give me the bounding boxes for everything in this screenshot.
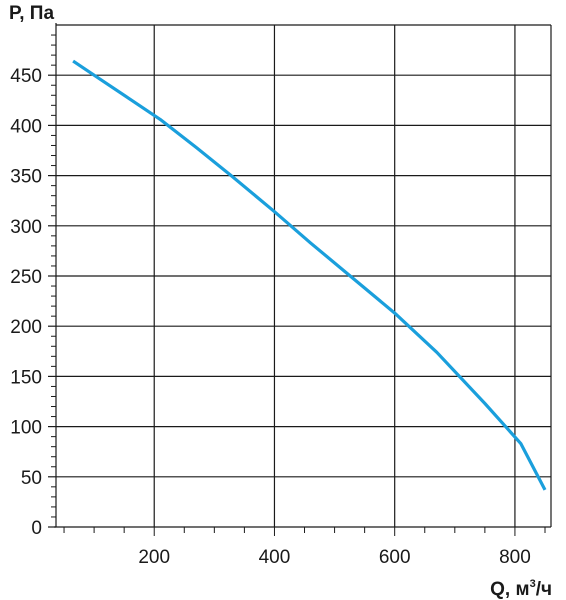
y-tick-label-400: 400 bbox=[10, 116, 42, 137]
x-axis-title-unit: /ч bbox=[536, 579, 552, 600]
y-tick-label-100: 100 bbox=[10, 418, 42, 439]
x-axis-title-sup: 3 bbox=[530, 578, 536, 590]
x-tick-label-800: 800 bbox=[499, 547, 531, 568]
x-tick-label-400: 400 bbox=[259, 547, 291, 568]
axes bbox=[54, 23, 552, 528]
y-tick-label-250: 250 bbox=[10, 267, 42, 288]
y-tick-label-450: 450 bbox=[10, 66, 42, 87]
y-axis-title: P, Па bbox=[9, 3, 54, 24]
x-tick-label-200: 200 bbox=[138, 547, 170, 568]
y-tick-label-200: 200 bbox=[10, 317, 42, 338]
x-tick-label-600: 600 bbox=[379, 547, 411, 568]
tick-labels: 0 50 100 150 200 250 300 350 400 450 200 400 600 800 bbox=[10, 66, 530, 568]
series-line-0 bbox=[72, 59, 547, 491]
series bbox=[72, 59, 547, 491]
x-axis-title: Q, м3/ч bbox=[490, 578, 552, 600]
y-tick-label-50: 50 bbox=[21, 468, 42, 489]
y-tick-label-0: 0 bbox=[31, 518, 42, 539]
x-axis-title-main: Q, м bbox=[490, 579, 529, 600]
y-tick-label-150: 150 bbox=[10, 367, 42, 388]
y-tick-label-350: 350 bbox=[10, 167, 42, 188]
minor-ticks bbox=[48, 34, 546, 536]
grid bbox=[56, 24, 551, 527]
y-tick-label-300: 300 bbox=[10, 217, 42, 238]
